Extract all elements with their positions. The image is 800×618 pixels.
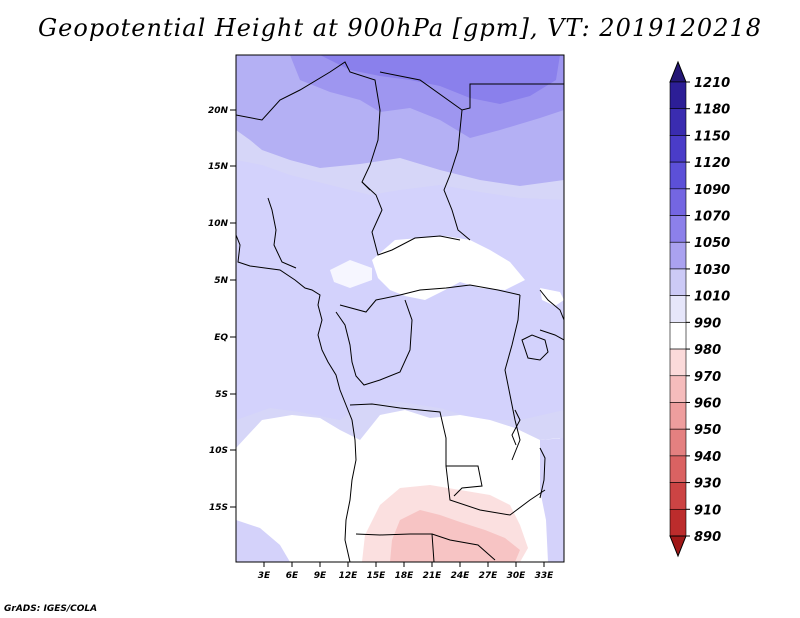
x-tick-label: 27E (479, 571, 499, 581)
colorbar-label: 1090 (694, 183, 730, 198)
colorbar-swatch (669, 295, 687, 323)
colorbar-label: 980 (694, 343, 721, 358)
border-zimbabwe (431, 533, 496, 561)
y-tick-label: 10N (208, 219, 229, 229)
colorbar-label: 1050 (694, 236, 730, 251)
y-tick-label: 20N (208, 106, 229, 116)
x-tick-label: 30E (507, 571, 527, 581)
boundaries (236, 61, 564, 562)
field-990-west (330, 260, 372, 288)
colorbar-swatch (669, 135, 687, 163)
field-1010-southeast (540, 438, 564, 562)
colorbar-swatch (669, 455, 687, 483)
border-libya-chad (379, 71, 564, 111)
colorbar-label: 1010 (694, 290, 730, 305)
map-title: Geopotential Height at 900hPa [gpm], VT:… (38, 14, 762, 42)
x-tick-label: 6E (286, 571, 299, 581)
x-tick-label: 18E (395, 571, 415, 581)
colorbar-swatch (669, 482, 687, 510)
x-tick-label: 24E (451, 571, 471, 581)
border-namibia-botswana (355, 533, 435, 562)
colorbar-label: 990 (694, 316, 721, 331)
y-axis (230, 109, 236, 508)
colorbar-swatch (669, 188, 687, 216)
colorbar-label: 940 (694, 450, 721, 465)
border-kenya (539, 289, 564, 341)
border-zambia (445, 465, 546, 516)
x-tick-label: 9E (314, 571, 327, 581)
x-tick-label: 21E (423, 571, 443, 581)
colorbar-arrow-bottom (669, 535, 687, 558)
x-tick-label: 12E (339, 571, 359, 581)
colorbar-label: 1180 (694, 103, 730, 118)
colorbar-swatch (669, 402, 687, 430)
colorbar-label: 1070 (694, 210, 730, 225)
coastline-west-africa (236, 234, 357, 562)
border-car-drc (339, 284, 521, 313)
colorbar-label: 1030 (694, 263, 730, 278)
y-tick-labels: 20N 15N 10N 5N EQ 5S 10S 15S (208, 106, 229, 513)
field-990-east (540, 288, 564, 306)
field-970-south (390, 510, 520, 562)
colorbar-swatch (669, 348, 687, 377)
colorbar-label: 1120 (694, 156, 730, 171)
border-nigeria-cameroon (267, 197, 297, 269)
colorbar-swatch (669, 508, 687, 537)
x-tick-labels: 3E 6E 9E 12E 15E 18E 21E 24E 27E 30E 33E (258, 571, 554, 581)
border-sudan (443, 109, 471, 241)
x-tick-label: 3E (258, 571, 271, 581)
colorbar-label: 890 (694, 530, 721, 545)
x-tick-label: 33E (535, 571, 555, 581)
colorbar-swatch (669, 241, 687, 270)
height-fields (236, 55, 564, 562)
colorbar-swatch (669, 161, 687, 190)
x-axis (263, 562, 545, 567)
colorbar: 1210 1180 1150 1120 1090 1070 1050 1030 1010 990 9… (669, 60, 730, 558)
y-tick-label: 15S (209, 503, 228, 513)
colorbar-swatch (669, 215, 687, 243)
colorbar-swatch (669, 322, 687, 350)
field-1010-southwest (236, 520, 290, 562)
map-frame (235, 54, 565, 563)
colorbar-label: 1150 (694, 129, 730, 144)
y-tick-label: EQ (214, 333, 228, 343)
colorbar-swatch (669, 375, 687, 403)
field-1090-north (320, 55, 560, 104)
colorbar-swatch (669, 108, 687, 136)
lakes-east (511, 409, 546, 499)
grads-credit: GrADS: IGES/COLA (4, 604, 98, 614)
x-tick-label: 15E (367, 571, 387, 581)
colorbar-label: 970 (694, 370, 721, 385)
colorbar-swatch (669, 81, 687, 110)
border-drc-east (504, 294, 521, 461)
border-sahel (236, 61, 381, 191)
colorbar-swatch (669, 268, 687, 296)
border-congo (335, 299, 413, 386)
colorbar-label: 960 (694, 396, 721, 411)
colorbar-label: 930 (694, 477, 721, 492)
colorbar-label: 910 (694, 503, 721, 518)
colorbar-label: 950 (694, 423, 721, 438)
field-990-central (372, 236, 525, 300)
lake-victoria (521, 334, 549, 361)
y-tick-label: 10S (209, 446, 228, 456)
y-tick-label: 5N (214, 276, 228, 286)
colorbar-swatch (669, 428, 687, 457)
y-tick-label: 5S (215, 390, 228, 400)
colorbar-arrow-top (669, 60, 687, 83)
border-angola (349, 403, 483, 497)
colorbar-label: 1210 (694, 76, 730, 91)
border-cameroon-car (361, 181, 461, 256)
y-tick-label: 15N (208, 162, 229, 172)
